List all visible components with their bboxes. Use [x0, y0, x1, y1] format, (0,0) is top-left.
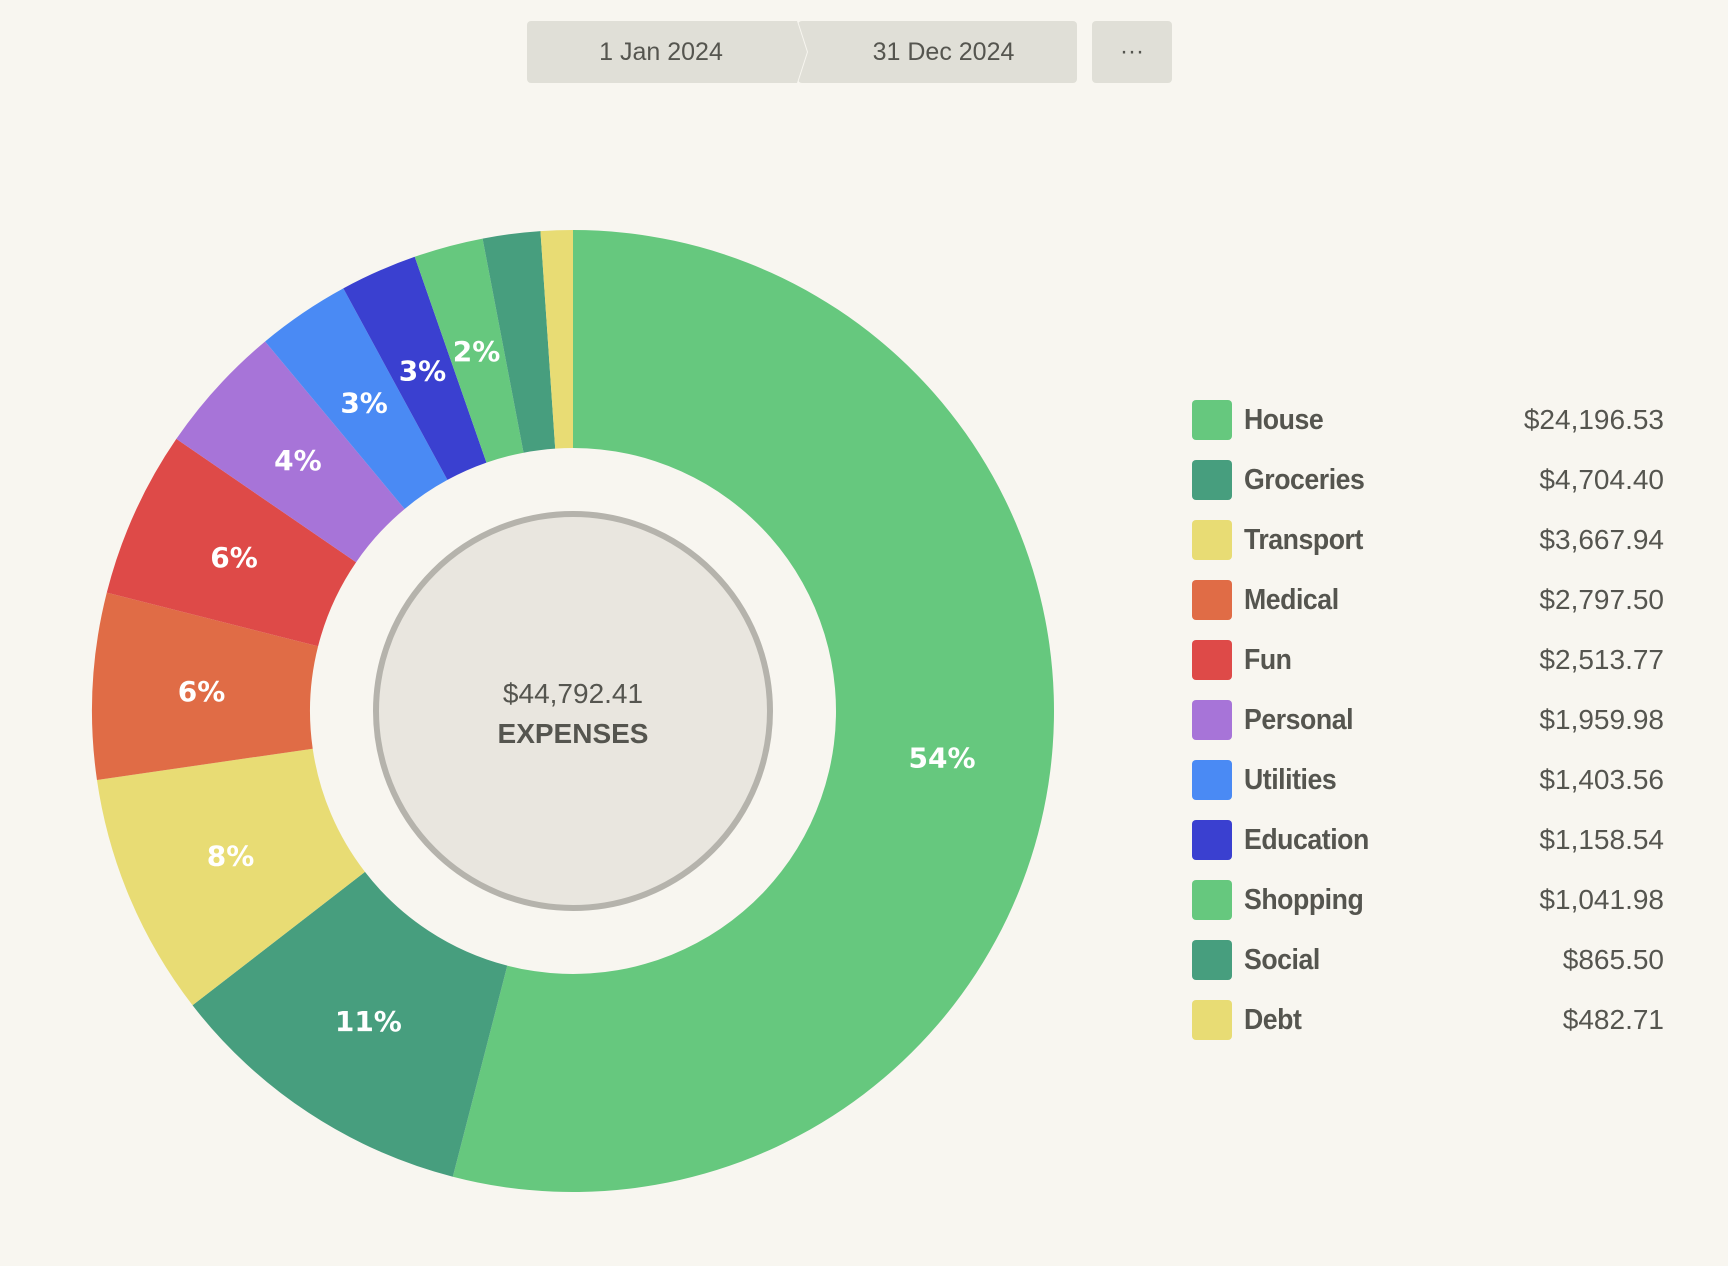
- legend-swatch: [1192, 700, 1232, 740]
- slice-percent-labels: 54%11%8%6%6%4%3%3%2%: [178, 335, 976, 1038]
- slice-utilities[interactable]: [265, 288, 448, 509]
- legend-value: $3,667.94: [1539, 524, 1664, 555]
- legend-label: House: [1244, 403, 1324, 436]
- legend-label: Personal: [1244, 703, 1354, 736]
- center-circle: [373, 511, 773, 911]
- legend-item-shopping[interactable]: Shopping $1,041.98: [1192, 870, 1664, 930]
- legend-label: Groceries: [1244, 463, 1365, 496]
- slice-label-house: 54%: [909, 741, 976, 774]
- legend-value: $482.71: [1562, 1004, 1664, 1035]
- legend-item-utilities[interactable]: Utilities $1,403.56: [1192, 750, 1664, 810]
- legend-swatch: [1192, 400, 1232, 440]
- legend-value: $1,403.56: [1539, 764, 1664, 795]
- legend-swatch: [1192, 940, 1232, 980]
- slice-label-groceries: 11%: [335, 1005, 402, 1038]
- legend-swatch: [1192, 640, 1232, 680]
- legend-item-medical[interactable]: Medical $2,797.50: [1192, 570, 1664, 630]
- legend-value: $2,797.50: [1539, 584, 1664, 615]
- legend-value: $2,513.77: [1539, 644, 1664, 675]
- legend-label: Utilities: [1244, 763, 1337, 796]
- legend-value: $865.50: [1562, 944, 1664, 975]
- slice-label-fun: 6%: [210, 541, 258, 574]
- legend-label: Education: [1244, 823, 1369, 856]
- legend-value: $4,704.40: [1539, 464, 1664, 495]
- legend-item-fun[interactable]: Fun $2,513.77: [1192, 630, 1664, 690]
- slice-label-transport: 8%: [207, 840, 255, 873]
- slice-personal[interactable]: [176, 341, 405, 563]
- slice-shopping[interactable]: [414, 238, 524, 463]
- slice-fun[interactable]: [106, 438, 357, 647]
- legend-item-debt[interactable]: Debt $482.71: [1192, 990, 1664, 1050]
- legend-swatch: [1192, 880, 1232, 920]
- legend-item-house[interactable]: House $24,196.53: [1192, 390, 1664, 450]
- slice-groceries[interactable]: [192, 871, 508, 1177]
- slice-education[interactable]: [343, 256, 487, 480]
- legend-label: Fun: [1244, 643, 1292, 676]
- more-options-button[interactable]: ···: [1092, 21, 1172, 83]
- legend-swatch: [1192, 520, 1232, 560]
- legend-value: $1,959.98: [1539, 704, 1664, 735]
- legend-item-personal[interactable]: Personal $1,959.98: [1192, 690, 1664, 750]
- slice-label-medical: 6%: [178, 675, 226, 708]
- slice-label-personal: 4%: [274, 444, 322, 477]
- legend-item-education[interactable]: Education $1,158.54: [1192, 810, 1664, 870]
- slice-label-utilities: 3%: [340, 387, 388, 420]
- legend-label: Transport: [1244, 523, 1363, 556]
- legend: House $24,196.53 Groceries $4,704.40 Transpo…: [1192, 390, 1664, 1050]
- legend-swatch: [1192, 1000, 1232, 1040]
- legend-value: $1,041.98: [1539, 884, 1664, 915]
- slice-house[interactable]: [452, 230, 1054, 1192]
- legend-label: Social: [1244, 943, 1320, 976]
- legend-value: $24,196.53: [1523, 404, 1664, 435]
- slice-social[interactable]: [482, 231, 556, 453]
- start-date-button[interactable]: 1 Jan 2024: [527, 21, 807, 83]
- legend-swatch: [1192, 760, 1232, 800]
- slice-label-shopping: 2%: [453, 335, 501, 368]
- legend-label: Shopping: [1244, 883, 1364, 916]
- slice-medical[interactable]: [91, 592, 319, 780]
- slice-transport[interactable]: [96, 748, 365, 1006]
- legend-label: Medical: [1244, 583, 1339, 616]
- end-date-button[interactable]: 31 Dec 2024: [798, 21, 1077, 83]
- legend-item-transport[interactable]: Transport $3,667.94: [1192, 510, 1664, 570]
- legend-value: $1,158.54: [1539, 824, 1664, 855]
- center-total-amount: $44,792.41: [503, 678, 643, 709]
- slice-label-education: 3%: [399, 354, 447, 387]
- legend-item-social[interactable]: Social $865.50: [1192, 930, 1664, 990]
- legend-swatch: [1192, 460, 1232, 500]
- donut-slices: [91, 230, 1054, 1192]
- legend-item-groceries[interactable]: Groceries $4,704.40: [1192, 450, 1664, 510]
- center-caption: EXPENSES: [498, 718, 649, 749]
- legend-swatch: [1192, 580, 1232, 620]
- legend-swatch: [1192, 820, 1232, 860]
- slice-debt[interactable]: [540, 230, 573, 449]
- legend-label: Debt: [1244, 1003, 1302, 1036]
